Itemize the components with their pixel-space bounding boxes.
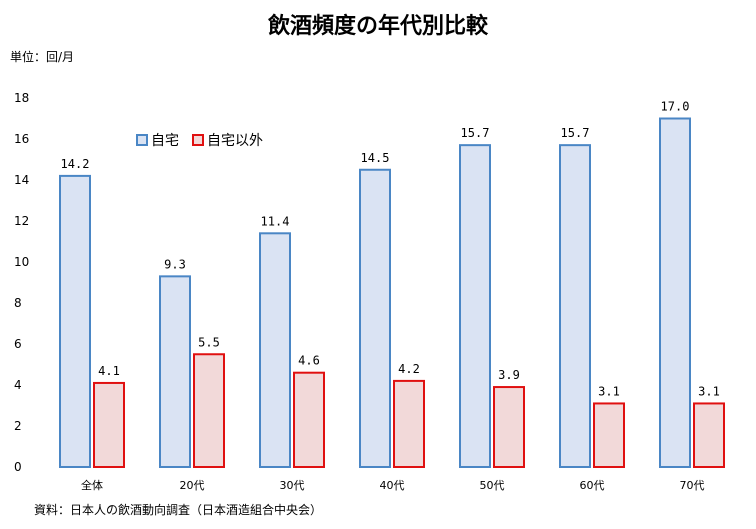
data-label: 4.6 [298,354,320,368]
x-category-label: 30代 [280,479,305,492]
bar-home [259,232,291,468]
source-note: 資料：日本人の飲酒動向調査（日本酒造組合中央会） [34,502,322,517]
bar-away [493,386,525,468]
bar-home [159,275,191,468]
legend-swatch-away [192,134,204,146]
x-category-label: 60代 [580,479,605,492]
x-category-label: 20代 [180,479,205,492]
x-category-label: 50代 [480,479,505,492]
data-label: 15.7 [561,126,590,140]
bar-home [459,144,491,468]
bar-away [193,353,225,468]
y-axis-ticks: 0 2 4 6 8 10 12 14 16 18 [14,91,29,474]
y-tick-label: 10 [14,255,29,269]
x-category-label: 40代 [380,479,405,492]
data-label: 4.1 [98,364,120,378]
x-category-label: 全体 [81,478,103,492]
bar-home [359,168,391,468]
bar-away [693,402,725,469]
data-label: 3.9 [498,368,520,382]
bar-home [59,174,91,468]
y-tick-label: 0 [14,460,22,474]
legend-label-away: 自宅以外 [207,133,263,149]
data-labels-group: 14.2 4.1 9.3 5.5 11.4 4.6 14.5 4.2 15.7 3.9 15.7 3.… [61,100,720,399]
legend: 自宅 自宅以外 [136,133,263,149]
y-tick-label: 4 [14,378,22,392]
data-label: 14.2 [61,157,90,171]
x-axis-labels: 全体 20代 30代 40代 50代 60代 70代 [81,478,705,492]
chart-title: 飲酒頻度の年代別比較 [267,13,489,39]
bar-home [659,117,691,468]
bar-home [559,144,591,468]
x-category-label: 70代 [680,479,705,492]
y-tick-label: 14 [14,173,29,187]
data-label: 5.5 [198,335,220,349]
y-tick-label: 12 [14,214,29,228]
y-tick-label: 16 [14,132,29,146]
y-tick-label: 18 [14,91,29,105]
data-label: 17.0 [661,100,690,114]
unit-label: 単位：回/月 [10,49,74,64]
data-label: 3.1 [698,384,720,398]
y-tick-label: 2 [14,419,22,433]
bar-away [593,402,625,469]
data-label: 15.7 [461,126,490,140]
data-label: 14.5 [361,151,390,165]
legend-label-home: 自宅 [151,133,179,149]
y-tick-label: 8 [14,296,22,310]
data-label: 4.2 [398,362,420,376]
y-tick-label: 6 [14,337,22,351]
bar-away [93,381,125,469]
bars-group [59,117,725,469]
data-label: 3.1 [598,384,620,398]
data-label: 9.3 [164,257,186,271]
data-label: 11.4 [261,214,290,228]
bar-away [393,379,425,468]
bar-away [293,371,325,469]
legend-swatch-home [136,134,148,146]
